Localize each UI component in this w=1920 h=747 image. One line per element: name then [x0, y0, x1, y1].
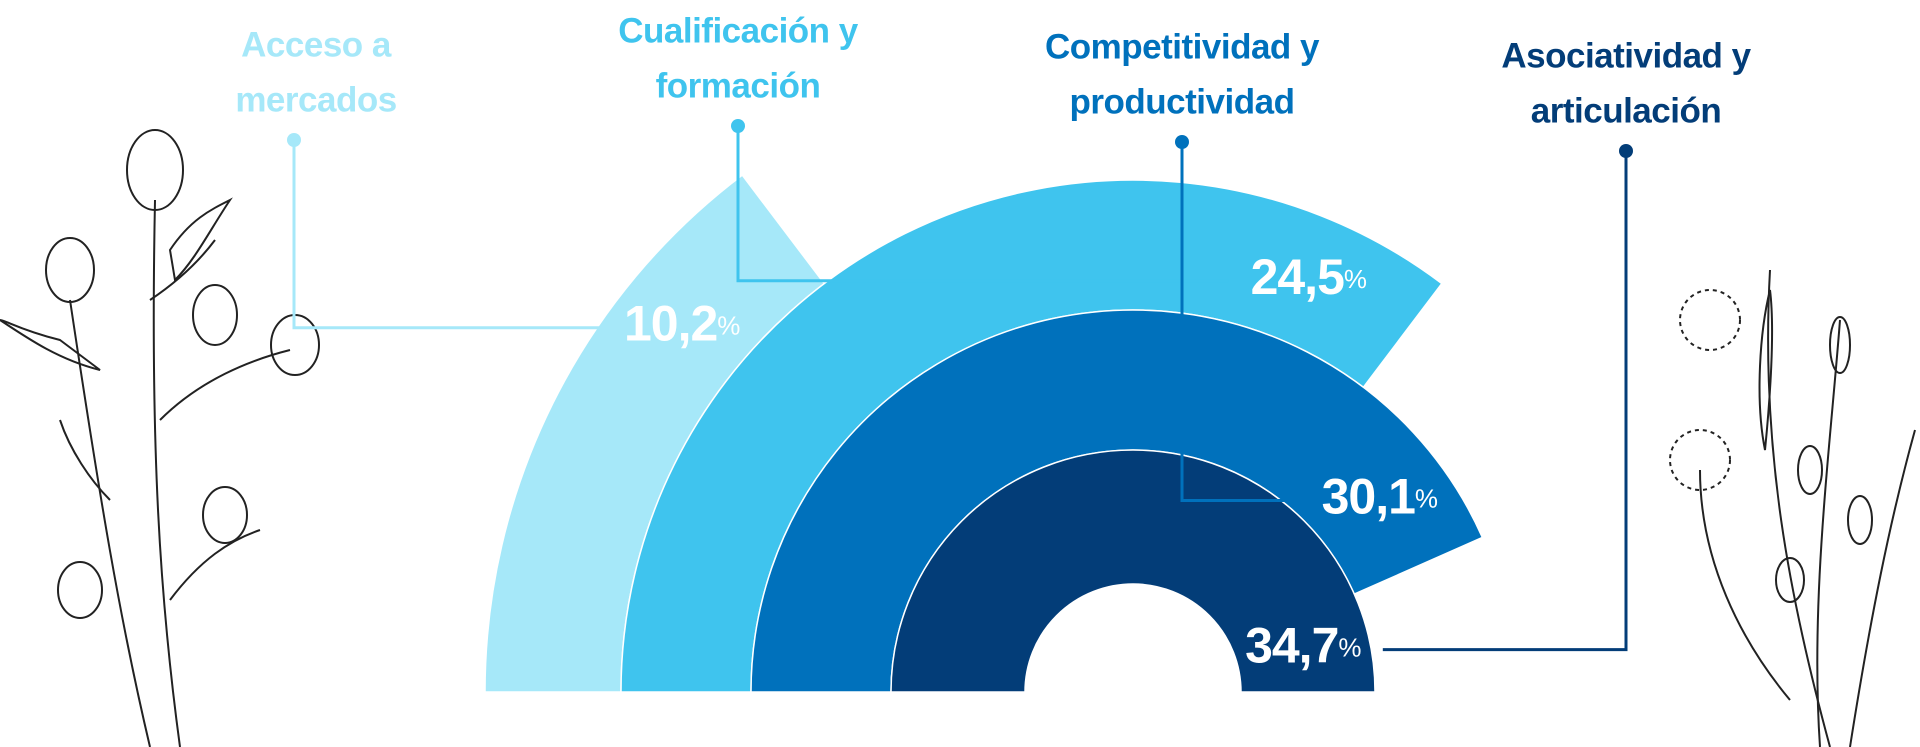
connector-line [1180, 142, 1300, 503]
plot-area: 10,2% Acceso a mercados 24,5% Cualificación … [235, 11, 1752, 693]
connector-dot [287, 133, 301, 147]
category-label: formación [656, 66, 821, 105]
connector-dot [731, 119, 745, 133]
category-label: productividad [1070, 82, 1295, 121]
value-label: 24,5% [1251, 249, 1367, 305]
connector-line [1382, 151, 1628, 652]
value-unit: % [1415, 483, 1438, 513]
category-label: mercados [235, 80, 396, 119]
value-number: 30,1 [1322, 469, 1416, 525]
value-label: 10,2% [624, 296, 740, 352]
flower-decoration-left [0, 129, 320, 747]
connector-dot [1175, 135, 1189, 149]
connector-dot [1619, 144, 1633, 158]
connector-line [292, 140, 602, 330]
value-label: 30,1% [1322, 469, 1438, 525]
value-label: 34,7% [1245, 618, 1361, 674]
category-label: Asociatividad y [1501, 36, 1751, 75]
category-label: Acceso a [241, 25, 392, 64]
value-unit: % [717, 311, 740, 341]
value-number: 24,5 [1251, 249, 1345, 305]
value-unit: % [1344, 264, 1367, 294]
connector-line [736, 126, 1229, 283]
category-label: Competitividad y [1045, 27, 1320, 66]
radial-bar [890, 449, 1376, 693]
value-number: 10,2 [624, 296, 717, 352]
value-number: 34,7 [1245, 618, 1338, 674]
flower-decoration-right [1669, 269, 1916, 747]
category-label: Cualificación y [618, 11, 859, 50]
category-label: articulación [1531, 91, 1721, 130]
value-unit: % [1338, 633, 1361, 663]
